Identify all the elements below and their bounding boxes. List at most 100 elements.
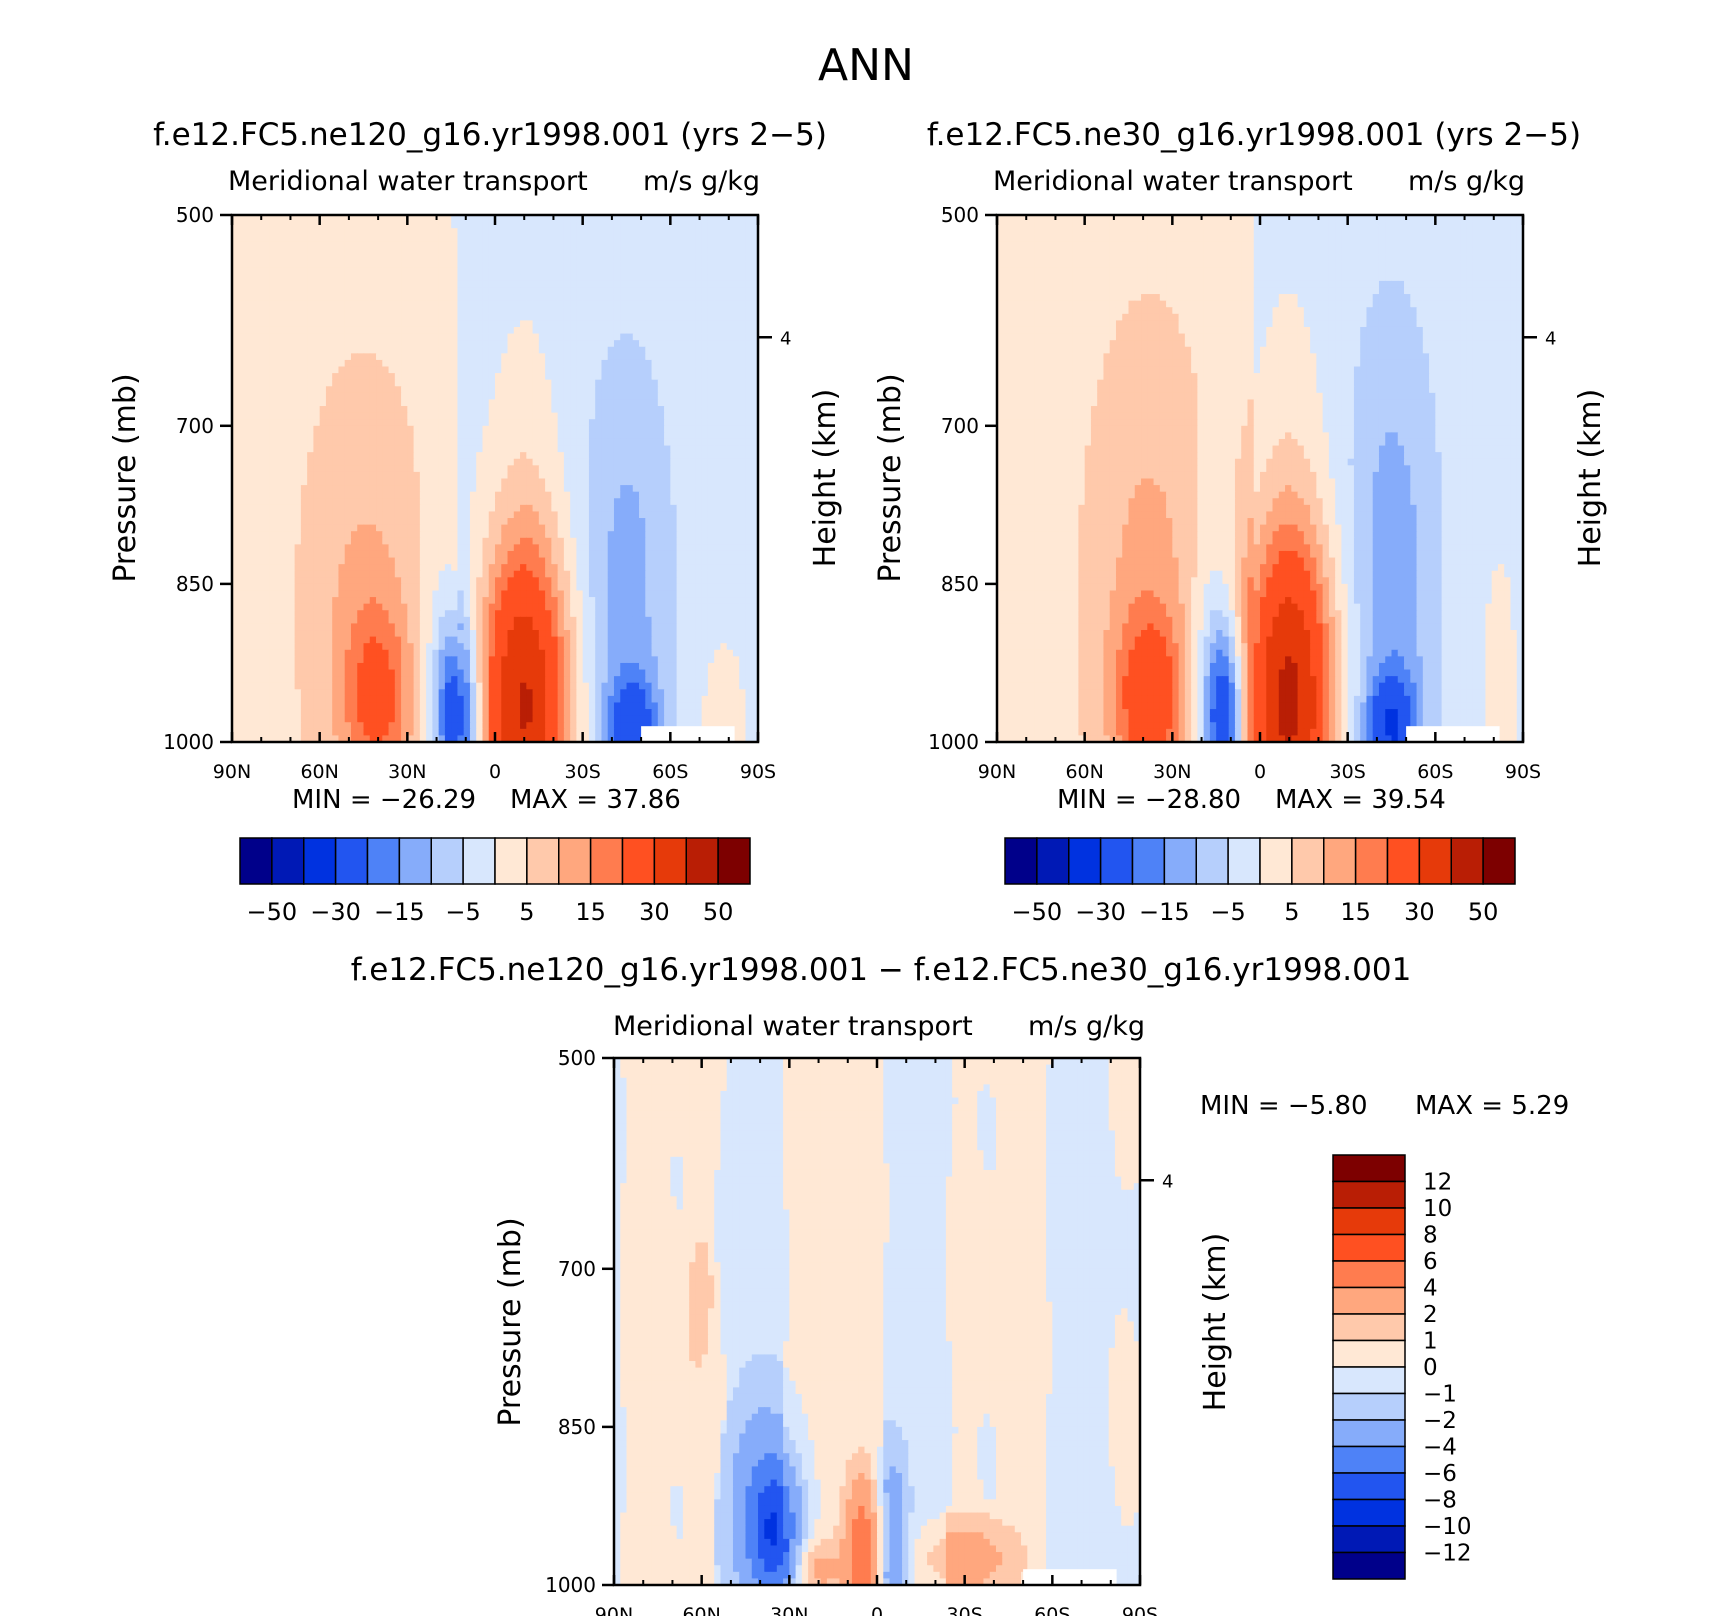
colorbar-swatch xyxy=(1332,1472,1406,1501)
colorbar-tick-label: 15 xyxy=(1340,898,1371,926)
colorbar-swatch xyxy=(1332,1180,1406,1209)
y-axis-label: Pressure (mb) xyxy=(493,1217,528,1426)
colorbar-swatch xyxy=(589,837,624,885)
colorbar-swatch xyxy=(239,837,273,885)
colorbar-tick-label: −12 xyxy=(1423,1541,1472,1567)
x-tick-label: 0 xyxy=(489,761,501,783)
colorbar-tick-label: −2 xyxy=(1423,1408,1457,1434)
colorbar-swatch xyxy=(1332,1525,1406,1554)
colorbar-swatch xyxy=(685,837,719,885)
colorbar-tick-label: −5 xyxy=(445,898,480,926)
x-tick-label: 0 xyxy=(1254,761,1266,783)
colorbar-tick-label: 6 xyxy=(1423,1249,1438,1275)
y-right-tick-label: 4 xyxy=(1162,1171,1173,1192)
x-tick-label: 0 xyxy=(871,1604,883,1616)
min-label: MIN = −26.29 xyxy=(292,785,476,815)
colorbar-swatch xyxy=(1227,837,1261,885)
y-axis-label: Pressure (mb) xyxy=(108,373,143,582)
colorbar-swatch xyxy=(526,837,560,885)
colorbar-swatch xyxy=(1291,837,1325,885)
colorbar: −50 −30 −15 −5 5 15 30 50 xyxy=(1004,837,1516,926)
colorbar-swatch xyxy=(1418,837,1452,885)
colorbar-swatch xyxy=(1332,1445,1406,1474)
colorbar-tick-label: −8 xyxy=(1423,1488,1457,1514)
contour-plot xyxy=(232,215,759,743)
y-axis-right-label: Height (km) xyxy=(808,389,843,568)
panel-title: f.e12.FC5.ne120_g16.yr1998.001 − f.e12.F… xyxy=(351,952,1412,988)
colorbar-swatch xyxy=(271,837,305,885)
colorbar-tick-label: 8 xyxy=(1423,1223,1438,1249)
colorbar-swatch xyxy=(717,837,751,885)
x-tick-label: 30N xyxy=(770,1604,808,1616)
x-tick-label: 90S xyxy=(1505,761,1541,783)
x-tick-label: 90N xyxy=(978,761,1016,783)
x-tick-label: 60N xyxy=(682,1604,720,1616)
y-tick-label: 1000 xyxy=(928,730,979,754)
colorbar-swatch xyxy=(558,837,592,885)
x-tick-label: 30S xyxy=(565,761,601,783)
colorbar-swatch xyxy=(494,837,528,885)
colorbar-swatch xyxy=(1195,837,1229,885)
colorbar-swatch xyxy=(430,837,464,885)
colorbar-tick-label: −5 xyxy=(1210,898,1245,926)
panel-subtitle-right: m/s g/kg xyxy=(1408,166,1525,197)
x-tick-label: 60N xyxy=(300,761,338,783)
panel-subtitle-right: m/s g/kg xyxy=(1028,1011,1145,1042)
colorbar-tick-label: 4 xyxy=(1423,1276,1438,1302)
colorbar-tick-label: −10 xyxy=(1423,1514,1472,1540)
max-label: MAX = 39.54 xyxy=(1275,785,1446,815)
y-tick-label: 850 xyxy=(176,572,214,596)
panel-difference: f.e12.FC5.ne120_g16.yr1998.001 − f.e12.F… xyxy=(351,952,1570,1616)
colorbar-swatch xyxy=(398,837,432,885)
colorbar-swatch xyxy=(653,837,687,885)
colorbar-swatch xyxy=(462,837,496,885)
y-tick-label: 850 xyxy=(558,1415,596,1439)
colorbar-tick-label: 15 xyxy=(575,898,606,926)
colorbar-tick-label: 2 xyxy=(1423,1302,1438,1328)
colorbar-swatch xyxy=(1099,837,1134,885)
panel-subtitle-right: m/s g/kg xyxy=(643,166,760,197)
colorbar-swatch xyxy=(1332,1419,1406,1448)
min-label: MIN = −5.80 xyxy=(1200,1091,1368,1121)
colorbar-tick-label: 0 xyxy=(1423,1355,1438,1381)
x-tick-label: 90N xyxy=(213,761,251,783)
colorbar-swatch xyxy=(1163,837,1197,885)
y-tick-label: 500 xyxy=(558,1046,596,1070)
colorbar-tick-label: 5 xyxy=(519,898,534,926)
colorbar-tick-label: 1 xyxy=(1423,1329,1438,1355)
colorbar-swatch xyxy=(303,837,337,885)
y-tick-label: 700 xyxy=(558,1257,596,1281)
y-tick-label: 1000 xyxy=(545,1573,596,1597)
panel-subtitle-left: Meridional water transport xyxy=(613,1011,973,1042)
colorbar-tick-label: −6 xyxy=(1423,1461,1457,1487)
colorbar-swatch xyxy=(1332,1366,1406,1395)
y-axis-right-label: Height (km) xyxy=(1198,1233,1233,1412)
colorbar-swatch xyxy=(1332,1313,1406,1342)
colorbar-tick-label: −1 xyxy=(1423,1382,1457,1408)
colorbar-swatch xyxy=(1332,1233,1406,1262)
colorbar: −50 −30 −15 −5 5 15 30 50 xyxy=(239,837,751,926)
colorbar-swatch xyxy=(621,837,656,885)
min-label: MIN = −28.80 xyxy=(1057,785,1241,815)
colorbar-tick-label: −15 xyxy=(374,898,425,926)
x-tick-label: 90N xyxy=(595,1604,633,1616)
colorbar-tick-label: 12 xyxy=(1423,1170,1452,1196)
panel-subtitle-left: Meridional water transport xyxy=(228,166,588,197)
page-title: ANN xyxy=(818,40,914,91)
y-tick-label: 1000 xyxy=(163,730,214,754)
max-label: MAX = 37.86 xyxy=(510,785,681,815)
colorbar-swatch xyxy=(334,837,369,885)
panel-model-b: f.e12.FC5.ne30_g16.yr1998.001 (yrs 2−5) … xyxy=(873,117,1608,926)
colorbar-tick-label: −30 xyxy=(1075,898,1126,926)
colorbar-swatch xyxy=(1332,1339,1406,1368)
x-tick-label: 60S xyxy=(1417,761,1453,783)
colorbar-swatch xyxy=(1323,837,1357,885)
y-tick-label: 500 xyxy=(941,203,979,227)
x-tick-label: 90S xyxy=(1122,1604,1158,1616)
colorbar-swatch xyxy=(1332,1260,1406,1289)
colorbar-swatch xyxy=(1332,1286,1406,1315)
y-axis-label: Pressure (mb) xyxy=(873,373,908,582)
colorbar-tick-label: 5 xyxy=(1284,898,1299,926)
colorbar-tick-label: −15 xyxy=(1139,898,1190,926)
